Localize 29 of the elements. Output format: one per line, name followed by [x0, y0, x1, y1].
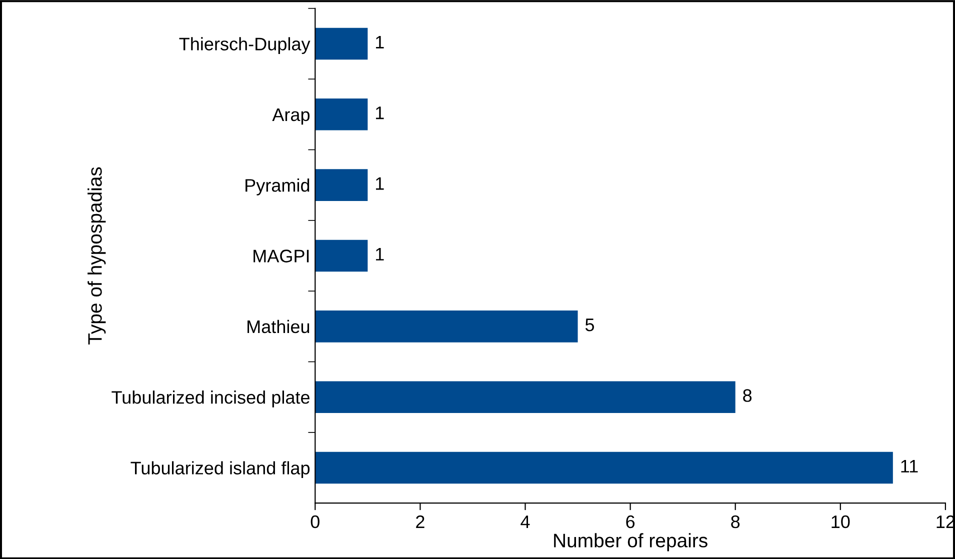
x-tick-label: 6: [626, 515, 635, 528]
bar: [315, 381, 736, 413]
data-label: 5: [585, 318, 594, 332]
x-axis-title: Number of repairs: [554, 533, 708, 552]
y-tick-label: Thiersch-Duplay: [179, 37, 310, 54]
y-tick-label: Mathieu: [248, 320, 310, 334]
x-tick-label: 8: [731, 515, 740, 528]
x-tick-label: 2: [416, 515, 424, 528]
x-tick-label: 0: [310, 515, 320, 528]
data-label: 1: [376, 36, 384, 48]
data-label: 1: [376, 177, 384, 190]
y-axis-title: Type of hypospadias: [88, 167, 106, 344]
bar: [315, 240, 368, 272]
y-tick-label: Pyramid: [246, 178, 310, 196]
x-tick-label: 4: [520, 516, 530, 528]
bar: [315, 169, 368, 201]
bar: [315, 98, 368, 130]
bar: [315, 310, 578, 342]
y-tick-label: Arap: [272, 108, 310, 125]
data-label: 8: [743, 389, 752, 402]
y-tick-label: MAGPI: [254, 250, 309, 262]
y-tick-label: Tubularized island flap: [130, 461, 310, 478]
data-label: 1: [376, 106, 384, 120]
x-tick-label: 10: [832, 515, 850, 528]
bar: [315, 452, 893, 484]
data-label: 11: [901, 460, 918, 472]
y-tick-label: Tubularized incised plate: [112, 390, 310, 408]
data-label: 1: [376, 248, 384, 260]
bar: [315, 28, 368, 60]
